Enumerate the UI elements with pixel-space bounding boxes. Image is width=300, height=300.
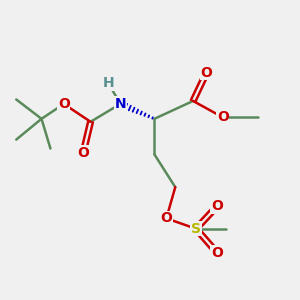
Text: O: O bbox=[211, 200, 223, 214]
Text: O: O bbox=[200, 66, 212, 80]
Text: O: O bbox=[160, 212, 172, 225]
Text: H: H bbox=[103, 76, 114, 90]
Text: O: O bbox=[58, 97, 70, 111]
Text: O: O bbox=[211, 245, 223, 260]
Text: O: O bbox=[77, 146, 89, 160]
Text: S: S bbox=[191, 222, 201, 236]
Text: O: O bbox=[217, 110, 229, 124]
Text: N: N bbox=[115, 97, 126, 111]
